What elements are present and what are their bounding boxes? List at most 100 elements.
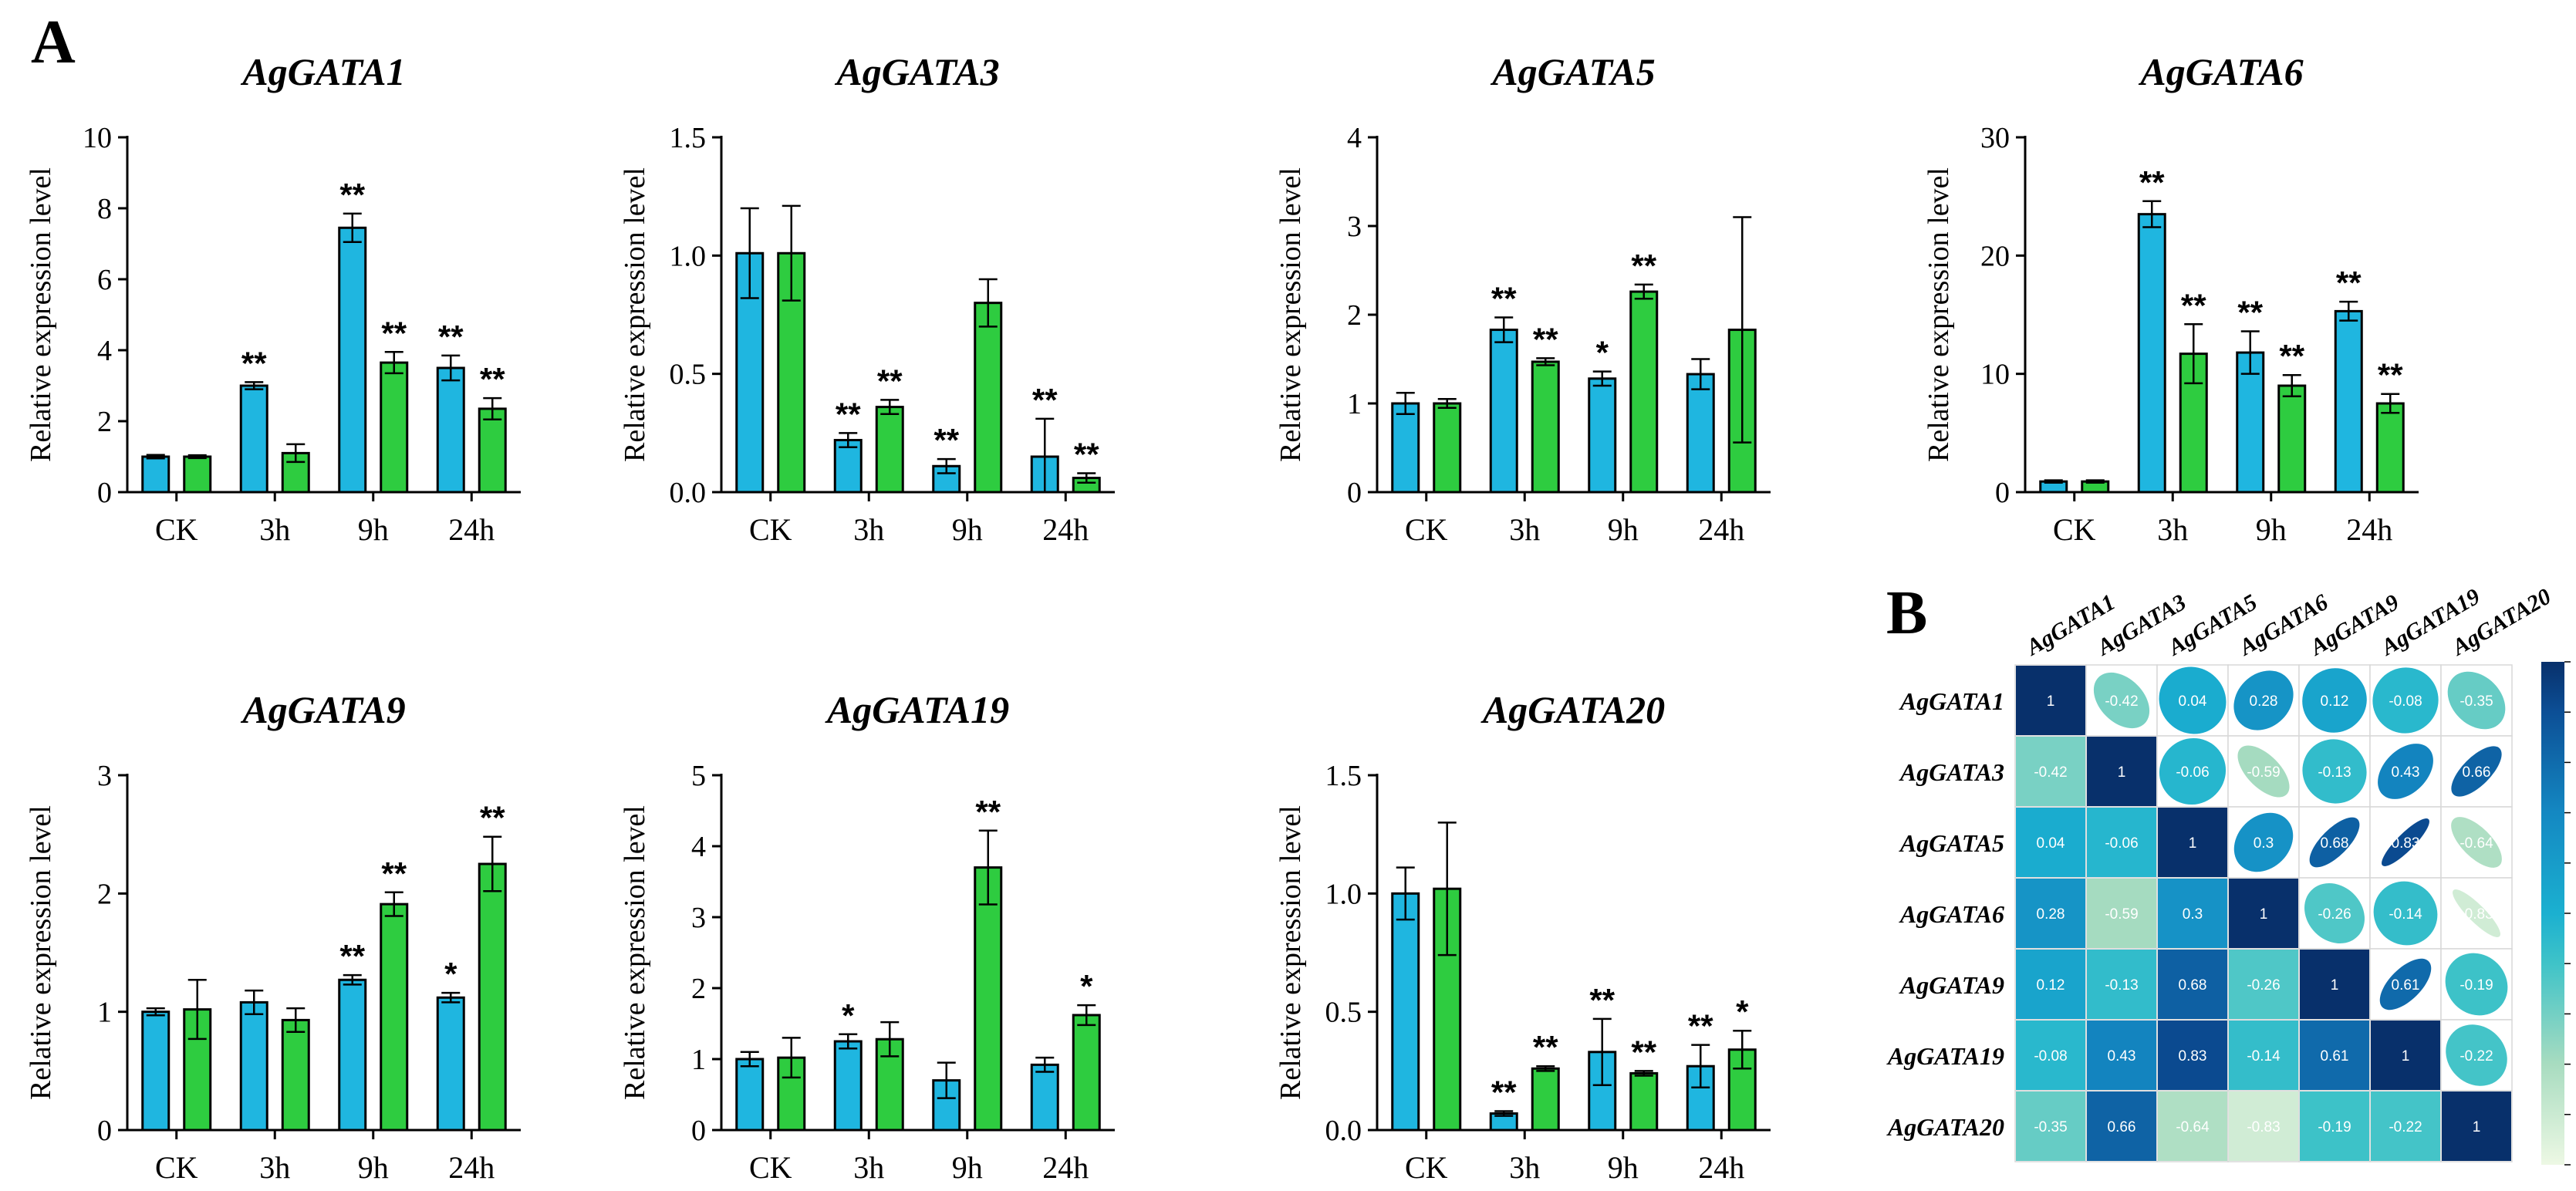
y-tick-label: 6 <box>97 264 112 296</box>
heatmap-ellipse <box>2446 1024 2507 1086</box>
y-tick-label: 2 <box>97 878 112 910</box>
significance-mark: * <box>1080 968 1093 1004</box>
y-tick-label: 1.0 <box>1325 878 1362 910</box>
bar <box>1629 290 1659 494</box>
y-axis-label: Relative expression level <box>25 805 57 1100</box>
heatmap-value: 1 <box>2402 1048 2410 1064</box>
significance-mark: ** <box>877 363 903 399</box>
significance-mark: * <box>842 997 855 1034</box>
heatmap-square <box>2371 1021 2440 1090</box>
heatmap-value: 0.04 <box>2037 835 2065 852</box>
heatmap-value: 1 <box>2047 693 2055 710</box>
heatmap-square <box>2016 950 2085 1019</box>
heatmap-square <box>2087 737 2156 806</box>
bar <box>1531 1067 1560 1132</box>
x-tick-label: CK <box>749 1150 792 1185</box>
heatmap-ellipse <box>2373 881 2438 946</box>
heatmap-ellipse <box>2451 817 2502 868</box>
significance-mark: ** <box>2279 338 2304 374</box>
y-tick-label: 1.5 <box>1325 760 1362 792</box>
y-tick-label: 8 <box>97 193 112 225</box>
heatmap-square <box>2016 879 2085 948</box>
heatmap-ellipse <box>2159 737 2227 805</box>
bar <box>1531 360 1560 494</box>
significance-mark: ** <box>934 422 959 458</box>
significance-mark: * <box>1736 994 1749 1030</box>
bar <box>2277 384 2307 494</box>
bar <box>239 1000 268 1132</box>
heatmap-value: -0.83 <box>2247 1119 2280 1135</box>
heatmap-value: -0.35 <box>2034 1119 2067 1135</box>
heatmap-value: -0.13 <box>2105 977 2138 994</box>
heatmap-value: 1 <box>2189 835 2197 852</box>
x-tick-label: 3h <box>259 1150 290 1185</box>
significance-mark: ** <box>1533 1029 1558 1065</box>
colorbar <box>2541 662 2564 1165</box>
heatmap-value: 0.28 <box>2250 693 2278 710</box>
significance-mark: ** <box>1074 436 1099 472</box>
bar-chart-4: AgGATA9 Relative expression level 0 1 2 3 CK 3h… <box>25 688 521 1185</box>
bar <box>338 978 367 1132</box>
bar <box>281 1018 310 1132</box>
bar-chart-5: AgGATA19 Relative expression level 0 1 2 3 4 5 C… <box>619 688 1115 1185</box>
significance-mark: ** <box>381 855 407 892</box>
bar <box>974 302 1003 494</box>
heatmap-ellipse <box>2372 667 2439 734</box>
bar <box>1686 1064 1715 1132</box>
bar <box>2334 309 2363 494</box>
x-tick-label: 3h <box>853 1150 884 1185</box>
x-tick-label: 9h <box>358 512 389 547</box>
heatmap-value: 0.12 <box>2037 977 2065 994</box>
heatmap-value: -0.59 <box>2105 906 2138 923</box>
heatmap-ellipse <box>2159 666 2227 734</box>
bar <box>833 439 863 494</box>
x-tick-label: CK <box>155 512 198 547</box>
heatmap-value: -0.59 <box>2247 764 2280 781</box>
panel-label-a: A <box>31 8 76 76</box>
heatmap-value: 0.66 <box>2108 1119 2136 1135</box>
heatmap-row-label: AgGATA6 <box>1899 900 2004 928</box>
y-tick-label: 4 <box>691 831 706 863</box>
bar-chart-6: AgGATA20 Relative expression level 0.0 0.5 1… <box>1274 688 1771 1185</box>
heatmap-value: 0.68 <box>2179 977 2207 994</box>
significance-mark: ** <box>975 794 1001 830</box>
significance-mark: ** <box>2237 294 2263 330</box>
heatmap-value: 0.3 <box>2254 835 2274 852</box>
y-tick-label: 0 <box>1995 477 2010 509</box>
significance-mark: ** <box>480 800 505 836</box>
heatmap-square <box>2087 1021 2156 1090</box>
y-tick-label: 0 <box>97 477 112 509</box>
y-tick-label: 0.0 <box>1325 1115 1362 1147</box>
significance-mark: ** <box>1491 1074 1517 1110</box>
y-axis-label: Relative expression level <box>25 167 57 462</box>
bar <box>1629 1071 1659 1132</box>
heatmap-ellipse <box>2382 818 2429 866</box>
heatmap-value: -0.22 <box>2460 1048 2493 1064</box>
heatmap-value: -0.13 <box>2318 764 2351 781</box>
heatmap-ellipse <box>2302 739 2367 804</box>
chart-title: AgGATA3 <box>834 50 999 93</box>
heatmap-square <box>2158 808 2227 877</box>
heatmap-value: 0.61 <box>2392 977 2420 994</box>
y-tick-label: 1 <box>691 1044 706 1076</box>
heatmap-square <box>2229 950 2298 1019</box>
significance-mark: * <box>1596 335 1609 371</box>
y-tick-label: 1 <box>97 997 112 1029</box>
bar <box>2375 402 2405 494</box>
bar-chart-3: AgGATA6 Relative expression level 0 10 20 30 C… <box>1923 50 2419 547</box>
heatmap-square <box>2229 879 2298 948</box>
significance-mark: ** <box>339 177 365 213</box>
bar <box>1072 1014 1101 1132</box>
y-tick-label: 0 <box>97 1115 112 1147</box>
y-tick-label: 2 <box>1347 299 1362 332</box>
heatmap-value: -0.64 <box>2460 835 2493 852</box>
heatmap-ellipse <box>2309 817 2360 868</box>
heatmap-square <box>2158 1021 2227 1090</box>
heatmap-value: -0.19 <box>2318 1119 2351 1135</box>
heatmap-square <box>2300 1091 2369 1161</box>
bar <box>833 1040 863 1132</box>
correlation-heatmap: 1 -0.42 0.04 0.28 0.12 -0.08 -0.35 -0.42 1 -0.06 -… <box>1886 584 2571 1166</box>
chart-title: AgGATA6 <box>2138 50 2303 93</box>
heatmap-value: -0.64 <box>2176 1119 2210 1135</box>
y-tick-label: 4 <box>1347 122 1362 154</box>
